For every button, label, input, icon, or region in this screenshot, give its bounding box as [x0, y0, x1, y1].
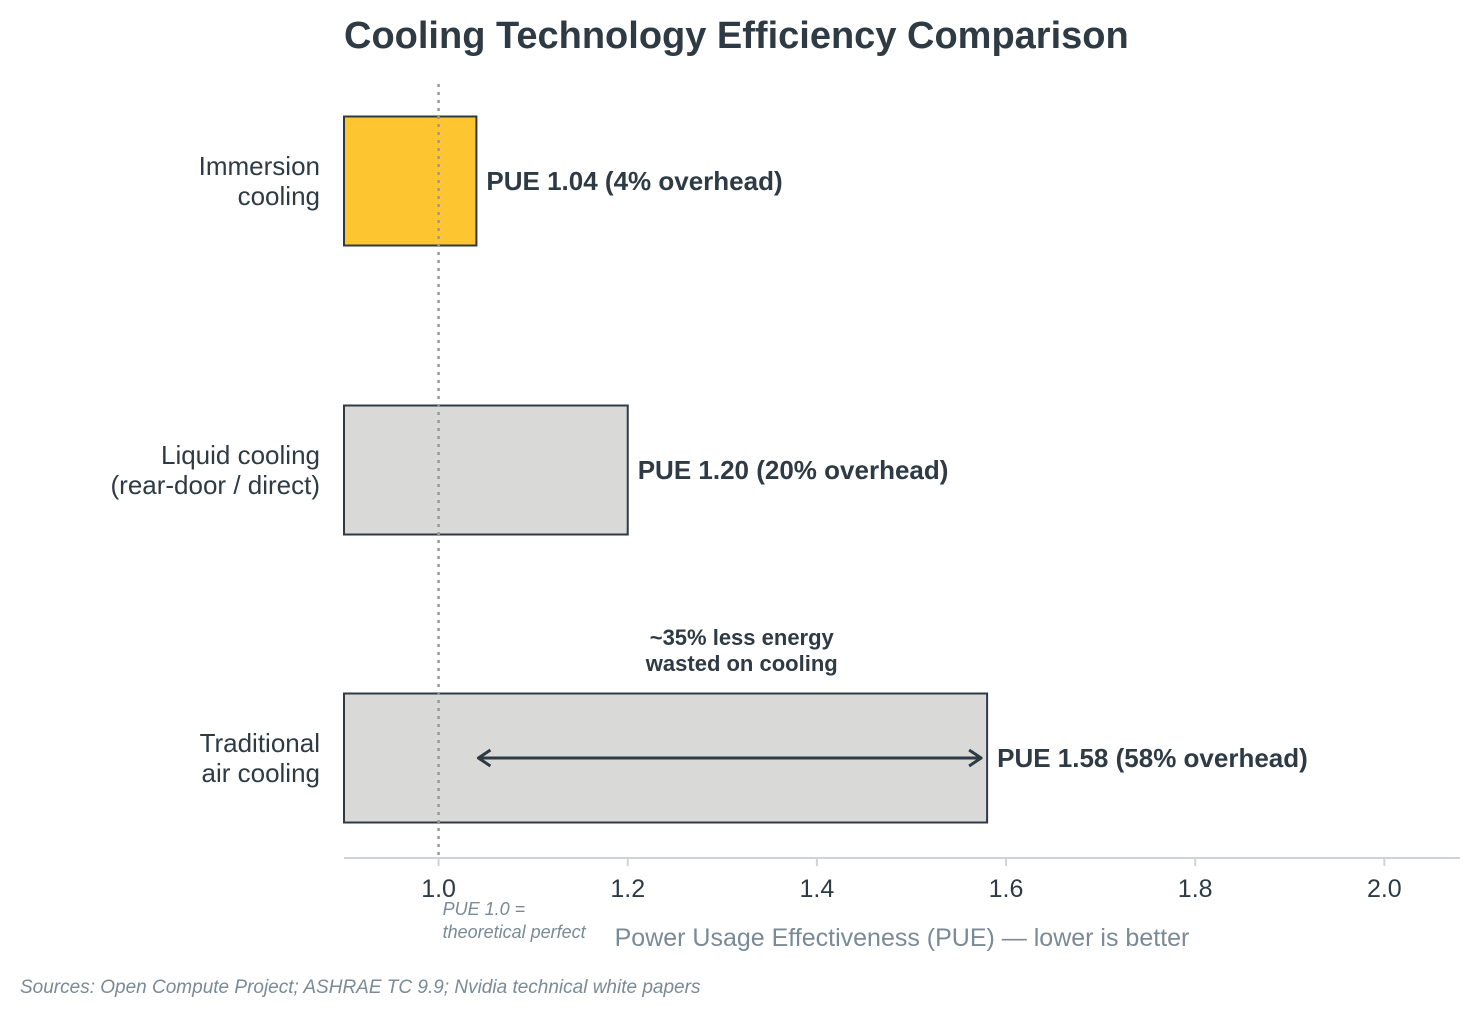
source-note: Sources: Open Compute Project; ASHRAE TC…	[20, 977, 701, 998]
annotation-arrow-head-left	[476, 748, 492, 768]
x-axis: 1.0 1.2 1.4 1.6 1.8 2.0	[344, 857, 1460, 903]
reference-line-layer: PUE 1.0 = theoretical perfect	[437, 84, 587, 942]
chart-title: Cooling Technology Efficiency Comparison	[344, 15, 1129, 57]
reference-note-line-0: PUE 1.0 =	[443, 899, 526, 919]
category-label-1-line-1: (rear-door / direct)	[111, 470, 321, 500]
category-label-0-line-0: Immersion	[199, 151, 320, 181]
bar-1	[343, 404, 629, 536]
reference-note-line-1: theoretical perfect	[443, 922, 587, 942]
x-tick-label-2: 1.4	[799, 875, 834, 903]
annotation-arrow-head-right	[968, 748, 983, 768]
bar-value-label-2: PUE 1.58 (58% overhead)	[997, 743, 1308, 773]
category-label-2-line-0: Traditional	[200, 728, 320, 758]
category-label-1-line-0: Liquid cooling	[161, 440, 320, 470]
bar-0	[343, 115, 478, 247]
bars-layer: PUE 1.04 (4% overhead) PUE 1.20 (20% over…	[343, 115, 1308, 824]
bar-value-label-0: PUE 1.04 (4% overhead)	[486, 166, 782, 196]
category-label-0-line-1: cooling	[238, 181, 320, 211]
x-tick-label-3: 1.6	[989, 875, 1024, 903]
annotation-text-line-1: wasted on cooling	[645, 651, 838, 676]
x-tick-label-5: 2.0	[1367, 875, 1402, 903]
x-tick-label-1: 1.2	[610, 875, 645, 903]
x-tick-label-0: 1.0	[421, 875, 456, 903]
x-axis-label: Power Usage Effectiveness (PUE) — lower …	[615, 924, 1190, 952]
annotation-text-line-0: ~35% less energy	[650, 625, 835, 650]
category-label-2-line-1: air cooling	[201, 758, 320, 788]
bar-value-label-1: PUE 1.20 (20% overhead)	[638, 455, 949, 485]
x-tick-label-4: 1.8	[1178, 875, 1213, 903]
